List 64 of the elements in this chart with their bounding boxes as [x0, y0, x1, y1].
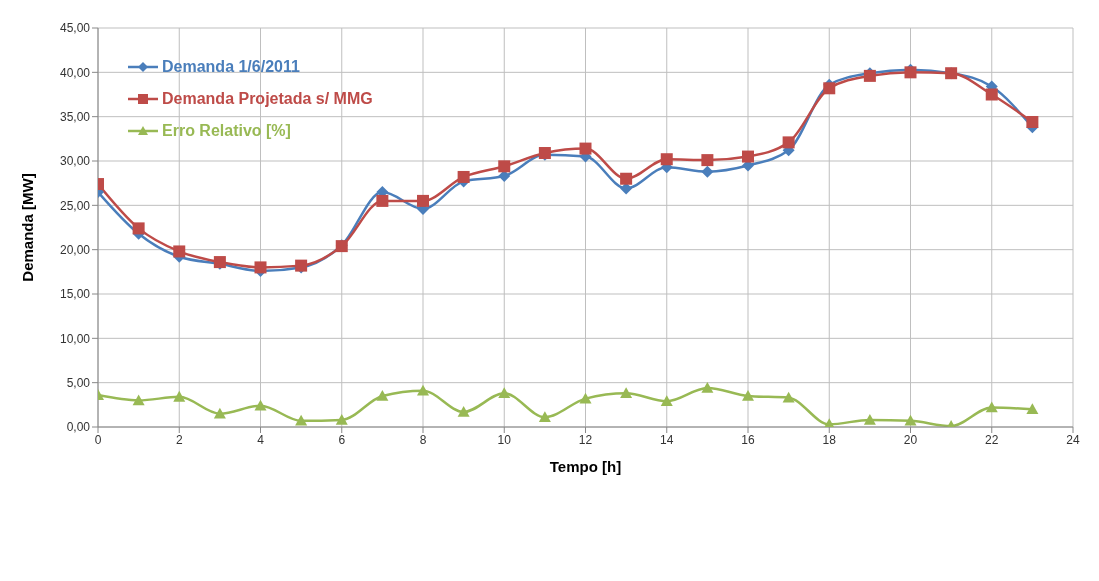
point — [538, 411, 551, 423]
point — [498, 160, 511, 173]
point — [579, 142, 592, 155]
x-tick-label: 20 — [903, 432, 918, 447]
point — [1026, 115, 1039, 128]
x-tick-label: 14 — [660, 432, 674, 447]
point — [579, 392, 592, 404]
point — [701, 381, 714, 393]
y-tick-label: 15,00 — [59, 287, 91, 302]
point — [376, 389, 389, 401]
point — [904, 414, 917, 426]
x-tick-label: 2 — [175, 432, 183, 447]
y-tick-label: 45,00 — [59, 21, 91, 36]
x-tick-label: 12 — [578, 432, 593, 447]
x-tick-label: 4 — [257, 432, 265, 447]
point — [782, 391, 795, 403]
x-tick-label: 0 — [94, 432, 102, 447]
x-tick-label: 6 — [338, 432, 346, 447]
y-tick-label: 35,00 — [59, 109, 91, 124]
point — [295, 414, 308, 426]
point — [254, 399, 267, 411]
point — [132, 222, 145, 235]
y-tick-label: 20,00 — [59, 242, 91, 257]
x-axis-title: Tempo [h] — [549, 458, 622, 475]
x-tick-label: 8 — [419, 432, 427, 447]
y-axis-title: Demanda [MW] — [19, 173, 37, 282]
y-tick-label: 10,00 — [59, 331, 91, 346]
point — [660, 153, 673, 166]
point — [742, 150, 754, 163]
x-tick-label: 16 — [741, 432, 755, 447]
point — [335, 413, 348, 425]
point — [985, 401, 998, 413]
x-tick-label: 24 — [1066, 432, 1080, 447]
point — [863, 413, 876, 425]
x-tick-label: 22 — [985, 432, 999, 447]
point — [376, 194, 389, 207]
legend-label: Erro Relativo [%] — [162, 122, 291, 140]
point — [213, 407, 226, 419]
point — [173, 390, 186, 402]
y-tick-label: 25,00 — [59, 198, 91, 213]
point — [701, 154, 714, 167]
point — [1026, 403, 1039, 415]
y-tick-label: 0,00 — [66, 420, 91, 435]
y-tick-label: 40,00 — [59, 65, 91, 80]
x-tick-label: 18 — [822, 432, 837, 447]
point — [457, 405, 470, 417]
point — [742, 389, 754, 401]
point — [782, 136, 795, 149]
point — [701, 165, 714, 178]
point — [620, 172, 633, 185]
y-tick-label: 5,00 — [66, 375, 91, 390]
point — [985, 88, 998, 101]
point — [498, 387, 511, 399]
legend-label: Demanda 1/6/2011 — [162, 58, 300, 76]
point — [132, 394, 145, 406]
point — [417, 194, 429, 207]
point — [660, 395, 673, 407]
x-tick-label: 10 — [497, 432, 512, 447]
point — [457, 170, 470, 183]
legend-label: Demanda Projetada s/ MMG — [162, 90, 373, 108]
y-tick-label: 30,00 — [59, 154, 91, 169]
point — [620, 387, 633, 399]
point — [173, 245, 186, 258]
point — [823, 82, 836, 95]
